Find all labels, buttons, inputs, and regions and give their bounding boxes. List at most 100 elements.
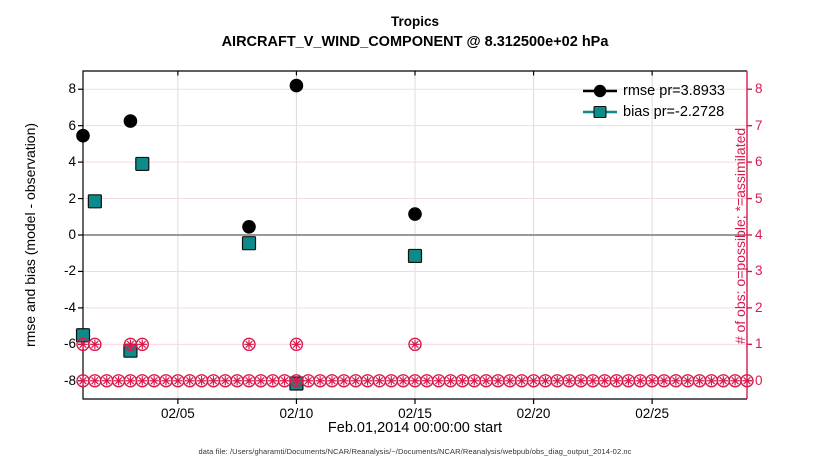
y-tick-label-right: 5 (755, 190, 763, 206)
x-tick-label: 02/05 (160, 406, 195, 421)
obs-count-marker (88, 374, 102, 388)
obs-count-marker (289, 337, 304, 352)
obs-count-marker (230, 374, 244, 388)
obs-count-marker (586, 374, 600, 388)
rmse-point (242, 220, 256, 234)
obs-count-marker (277, 374, 292, 388)
legend-label-bias: bias pr=-2.2728 (623, 103, 725, 120)
y-tick-label-right: 7 (755, 117, 763, 133)
obs-count-marker (633, 374, 647, 388)
bias-point (135, 156, 150, 172)
obs-count-marker (692, 374, 707, 388)
y-tick-label-left: 8 (68, 81, 76, 97)
obs-count-marker (562, 374, 576, 388)
rmse-legend-marker-icon (583, 84, 617, 97)
legend-label-rmse: rmse pr=3.8933 (623, 82, 725, 99)
obs-count-marker (171, 374, 185, 388)
obs-count-marker (88, 337, 102, 352)
obs-count-marker (515, 374, 529, 388)
obs-count-marker (254, 374, 268, 388)
bias-point (241, 236, 257, 251)
y-tick-label-right: 6 (755, 154, 763, 170)
obs-count-marker (503, 374, 517, 388)
obs-count-marker (325, 374, 339, 388)
x-tick-label: 02/10 (279, 406, 314, 421)
obs-count-marker (491, 374, 505, 388)
legend: rmse pr=3.8933 bias pr=-2.2728 (581, 80, 725, 122)
obs-count-marker (218, 374, 232, 388)
obs-count-marker (135, 337, 149, 352)
rmse-point (289, 78, 304, 93)
x-tick-label: 02/15 (398, 406, 432, 421)
y-tick-label-left: -8 (63, 372, 76, 388)
obs-count-marker (76, 337, 90, 352)
obs-count-marker (360, 374, 375, 388)
obs-count-marker (76, 374, 90, 388)
obs-count-marker (467, 374, 481, 388)
rmse-point (123, 114, 138, 128)
y-tick-label-right: 4 (755, 227, 763, 242)
obs-count-marker (396, 374, 410, 388)
legend-item-rmse: rmse pr=3.8933 (581, 80, 725, 101)
obs-count-marker (704, 374, 719, 388)
obs-count-marker (194, 374, 209, 388)
obs-count-marker (100, 374, 114, 388)
y-tick-label-left: -2 (63, 263, 76, 279)
obs-count-marker (372, 374, 387, 388)
y-tick-label-right: 1 (755, 336, 763, 352)
obs-count-marker (598, 374, 612, 388)
obs-count-marker (242, 337, 256, 352)
obs-count-marker (420, 374, 434, 388)
y-tick-label-left: -6 (63, 336, 76, 352)
bias-point (407, 248, 423, 264)
y-tick-label-left: 6 (68, 117, 76, 133)
obs-count-marker (621, 374, 636, 388)
obs-count-marker (337, 374, 351, 388)
obs-count-marker (432, 374, 446, 388)
legend-item-bias: bias pr=-2.2728 (581, 101, 725, 122)
obs-count-marker (135, 374, 149, 388)
y-tick-label-right: 2 (755, 299, 763, 315)
obs-count-marker (147, 374, 161, 388)
x-tick-label: 02/25 (635, 406, 670, 421)
obs-count-marker (455, 374, 470, 388)
y-tick-label-right: 3 (755, 263, 763, 279)
y-axis-label-right: # of obs: o=possible; *=assimilated (732, 127, 748, 345)
obs-count-marker (159, 374, 173, 388)
plot-title-block: Tropics AIRCRAFT_V_WIND_COMPONENT @ 8.31… (0, 12, 830, 53)
obs-count-marker (645, 374, 659, 388)
y-tick-label-left: 0 (68, 227, 76, 242)
series-circle (76, 78, 422, 234)
series-circle-asterisk (76, 337, 754, 388)
obs-count-marker (681, 374, 695, 388)
obs-count-marker (574, 374, 588, 388)
obs-count-marker (550, 374, 564, 388)
y-tick-label-left: 2 (68, 190, 76, 206)
obs-count-marker (313, 374, 327, 388)
obs-count-marker (266, 374, 280, 388)
plot-title: Tropics (390, 14, 439, 29)
obs-count-marker (289, 374, 304, 388)
y-tick-label-left: 4 (68, 154, 76, 170)
x-tick-label: 02/20 (516, 406, 551, 421)
obs-count-marker (111, 374, 126, 388)
obs-count-marker (479, 374, 493, 388)
plot-subtitle: AIRCRAFT_V_WIND_COMPONENT @ 8.312500e+02… (221, 33, 609, 50)
obs-count-marker (538, 374, 553, 388)
obs-count-marker (408, 374, 422, 388)
obs-count-marker (728, 374, 742, 388)
obs-count-marker (183, 374, 197, 388)
x-axis-label: Feb.01,2014 00:00:00 start (327, 420, 503, 436)
obs-count-marker (384, 374, 398, 388)
obs-count-marker (301, 374, 315, 388)
obs-count-marker (242, 374, 256, 388)
obs-count-marker (657, 374, 671, 388)
obs-count-marker (609, 374, 624, 388)
obs-count-marker (716, 374, 730, 388)
y-tick-label-left: -4 (63, 299, 76, 315)
y-tick-label-right: 0 (755, 372, 763, 388)
bias-point (87, 194, 102, 209)
series-square (75, 156, 423, 391)
y-tick-label-right: 8 (755, 81, 763, 97)
